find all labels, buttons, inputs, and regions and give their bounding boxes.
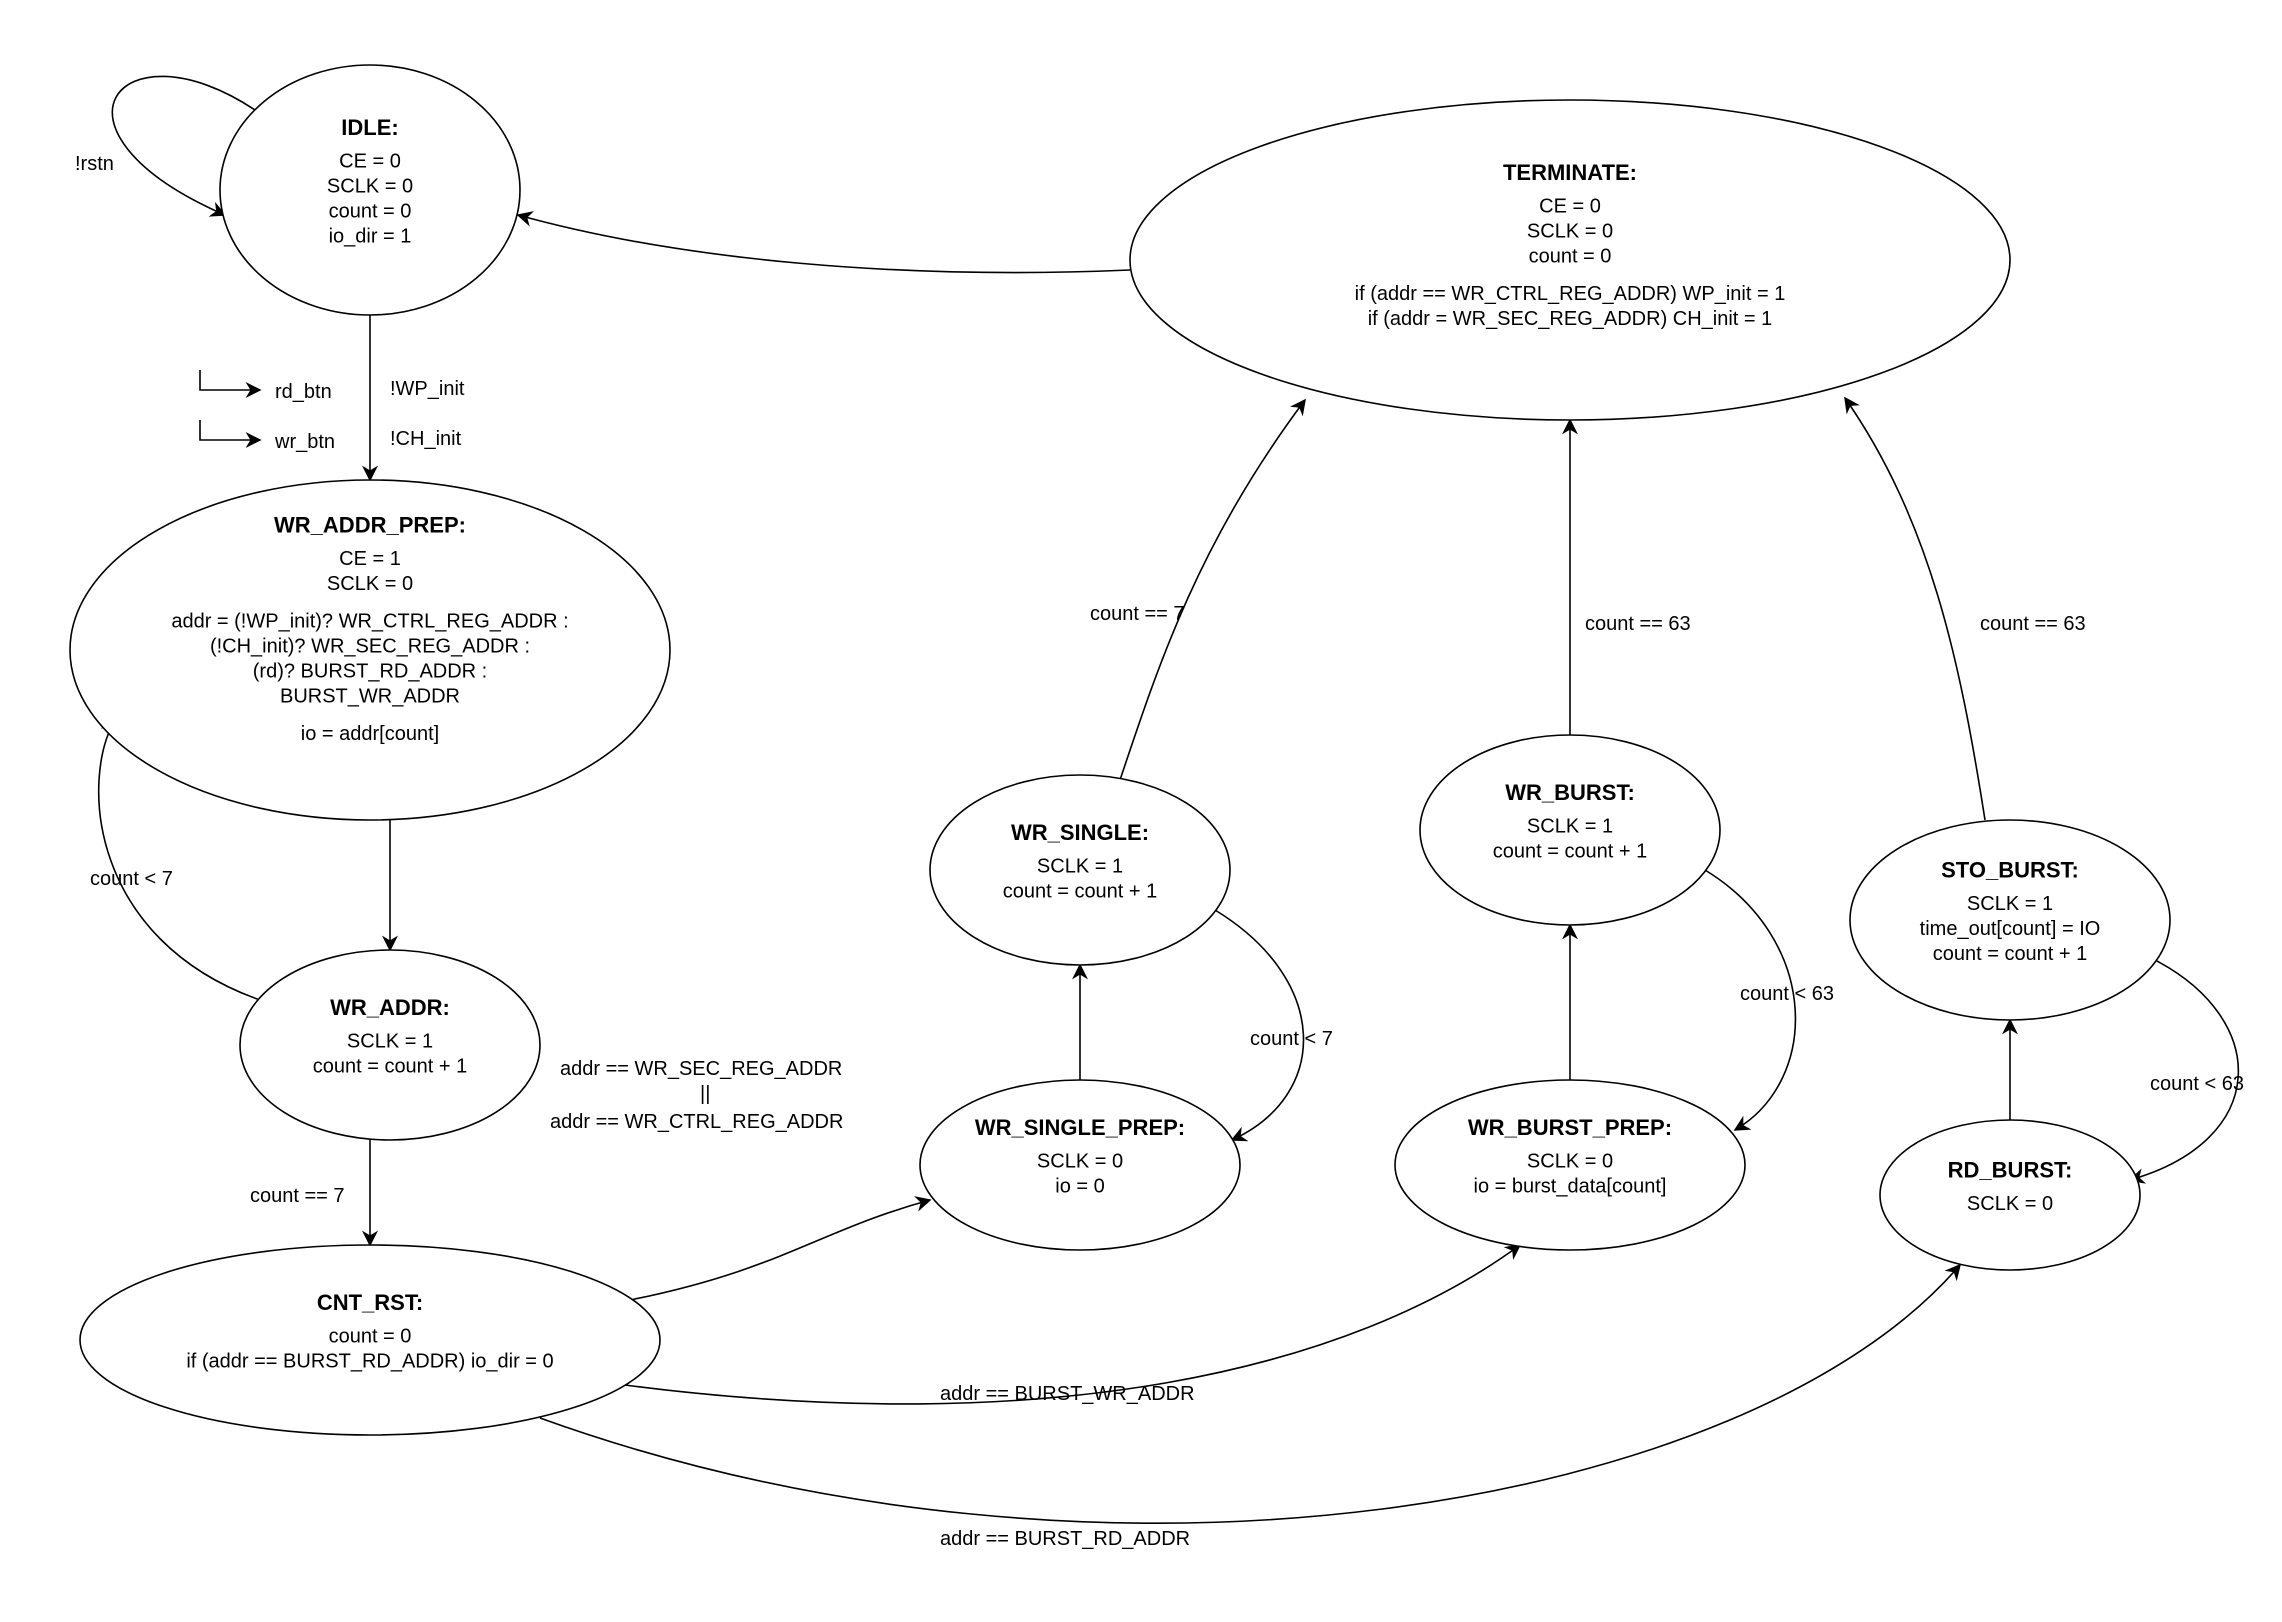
edge-label: || — [700, 1083, 710, 1105]
edge-label: count < 63 — [1740, 983, 1834, 1005]
state-wr_single: WR_SINGLE: SCLK = 1 count = count + 1 — [930, 775, 1230, 965]
state-line: count = count + 1 — [1003, 881, 1158, 903]
state-line: SCLK = 0 — [1037, 1151, 1123, 1173]
state-line: SCLK = 1 — [1527, 816, 1613, 838]
state-line: (rd)? BURST_RD_ADDR : — [253, 661, 487, 683]
state-line: SCLK = 0 — [1967, 1193, 2053, 1215]
state-line: BURST_WR_ADDR — [280, 686, 460, 708]
edge-label: addr == BURST_RD_ADDR — [940, 1528, 1190, 1550]
state-line: SCLK = 0 — [1527, 221, 1613, 243]
state-line: count = count + 1 — [313, 1056, 468, 1078]
state-line: io = addr[count] — [301, 723, 439, 745]
state-line: CE = 1 — [339, 548, 401, 570]
state-wr_addr: WR_ADDR: SCLK = 1 count = count + 1 — [240, 950, 540, 1140]
edge-label: addr == WR_SEC_REG_ADDR — [560, 1058, 842, 1080]
state-sto_burst: STO_BURST: SCLK = 1 time_out[count] = IO co… — [1850, 820, 2170, 1020]
state-cnt_rst: CNT_RST:count = 0 if (addr == BURST_RD_AD… — [80, 1245, 660, 1435]
state-title: CNT_RST: — [317, 1290, 423, 1315]
state-line: SCLK = 1 — [347, 1031, 433, 1053]
state-line: count = 0 — [329, 1326, 412, 1348]
state-line: if (addr == BURST_RD_ADDR) io_dir = 0 — [186, 1351, 553, 1373]
state-title: RD_BURST: — [1948, 1158, 2073, 1183]
state-line: if (addr = WR_SEC_REG_ADDR) CH_init = 1 — [1368, 308, 1773, 330]
state-machine-diagram: IDLE: CE = 0 SCLK = 0 count = 0 io_dir = 1 WR… — [0, 0, 2282, 1622]
state-line: if (addr == WR_CTRL_REG_ADDR) WP_init = … — [1355, 283, 1786, 305]
state-title: WR_SINGLE: — [1011, 820, 1149, 845]
state-title: WR_BURST_PREP: — [1468, 1115, 1672, 1140]
edge-label: count < 63 — [2150, 1073, 2244, 1095]
edge-label: addr == BURST_WR_ADDR — [940, 1383, 1195, 1405]
state-idle: IDLE: CE = 0 SCLK = 0 count = 0 io_dir = 1 — [220, 65, 520, 315]
state-line: count = 0 — [1529, 246, 1612, 268]
state-line: SCLK = 0 — [327, 573, 413, 595]
edge-wr-btn — [200, 420, 260, 440]
state-line: SCLK = 0 — [327, 176, 413, 198]
edge-label: count == 63 — [1980, 613, 2086, 635]
edge-label: addr == WR_CTRL_REG_ADDR — [550, 1111, 843, 1133]
state-line: SCLK = 1 — [1967, 893, 2053, 915]
state-line: (!CH_init)? WR_SEC_REG_ADDR : — [210, 636, 530, 658]
state-wr_single_prep: WR_SINGLE_PREP: SCLK = 0 io = 0 — [920, 1080, 1240, 1250]
state-title: STO_BURST: — [1941, 858, 2079, 883]
state-title: WR_ADDR_PREP: — [274, 513, 466, 538]
state-line: count = 0 — [329, 201, 412, 223]
state-title: WR_BURST: — [1505, 780, 1635, 805]
state-terminate: TERMINATE: CE = 0 SCLK = 0 count = 0 if (add… — [1130, 100, 2010, 420]
edge-label: !WP_init — [390, 378, 465, 400]
edge-terminate-to-idle — [518, 215, 1130, 273]
state-line: time_out[count] = IO — [1920, 918, 2101, 940]
state-rd_burst: RD_BURST: SCLK = 0 — [1880, 1120, 2140, 1270]
edge-label: !rstn — [75, 153, 114, 175]
edge-sto-to-rdburst — [2130, 960, 2238, 1180]
state-title: IDLE: — [341, 115, 398, 140]
edge-label: count < 7 — [90, 868, 173, 890]
state-title: TERMINATE: — [1503, 160, 1637, 185]
edge-cntrst-to-rdburst — [540, 1265, 1960, 1523]
state-line: io_dir = 1 — [329, 226, 412, 248]
edge-label: wr_btn — [274, 431, 335, 453]
state-line: count = count + 1 — [1933, 943, 2088, 965]
edge-rd-btn — [200, 370, 260, 390]
state-wr_burst: WR_BURST: SCLK = 1 count = count + 1 — [1420, 735, 1720, 925]
edge-single-to-singleprep — [1215, 910, 1304, 1140]
state-line: addr = (!WP_init)? WR_CTRL_REG_ADDR : — [171, 611, 568, 633]
edge-sto-to-terminate — [1845, 398, 1985, 820]
state-line: io = 0 — [1055, 1176, 1104, 1198]
edge-cntrst-to-burstprep — [625, 1245, 1520, 1404]
edge-label: count == 63 — [1585, 613, 1691, 635]
state-title: WR_ADDR: — [330, 995, 450, 1020]
state-line: count = count + 1 — [1493, 841, 1648, 863]
state-line: io = burst_data[count] — [1474, 1176, 1667, 1198]
state-wr_burst_prep: WR_BURST_PREP: SCLK = 0 io = burst_data[co… — [1395, 1080, 1745, 1250]
edge-single-to-terminate — [1120, 400, 1305, 780]
state-title: WR_SINGLE_PREP: — [975, 1115, 1185, 1140]
edge-label: count == 7 — [1090, 603, 1185, 625]
state-line: SCLK = 0 — [1527, 1151, 1613, 1173]
edge-cntrst-to-singleprep — [630, 1200, 930, 1300]
edge-label: rd_btn — [275, 381, 332, 403]
state-line: CE = 0 — [339, 151, 401, 173]
edge-label: count == 7 — [250, 1185, 345, 1207]
state-line: SCLK = 1 — [1037, 856, 1123, 878]
state-wr_addr_prep: WR_ADDR_PREP: CE = 1 SCLK = 0 addr = (!WP_i… — [70, 480, 670, 820]
state-line: CE = 0 — [1539, 196, 1601, 218]
edge-label: count < 7 — [1250, 1028, 1333, 1050]
edge-label: !CH_init — [390, 428, 462, 450]
